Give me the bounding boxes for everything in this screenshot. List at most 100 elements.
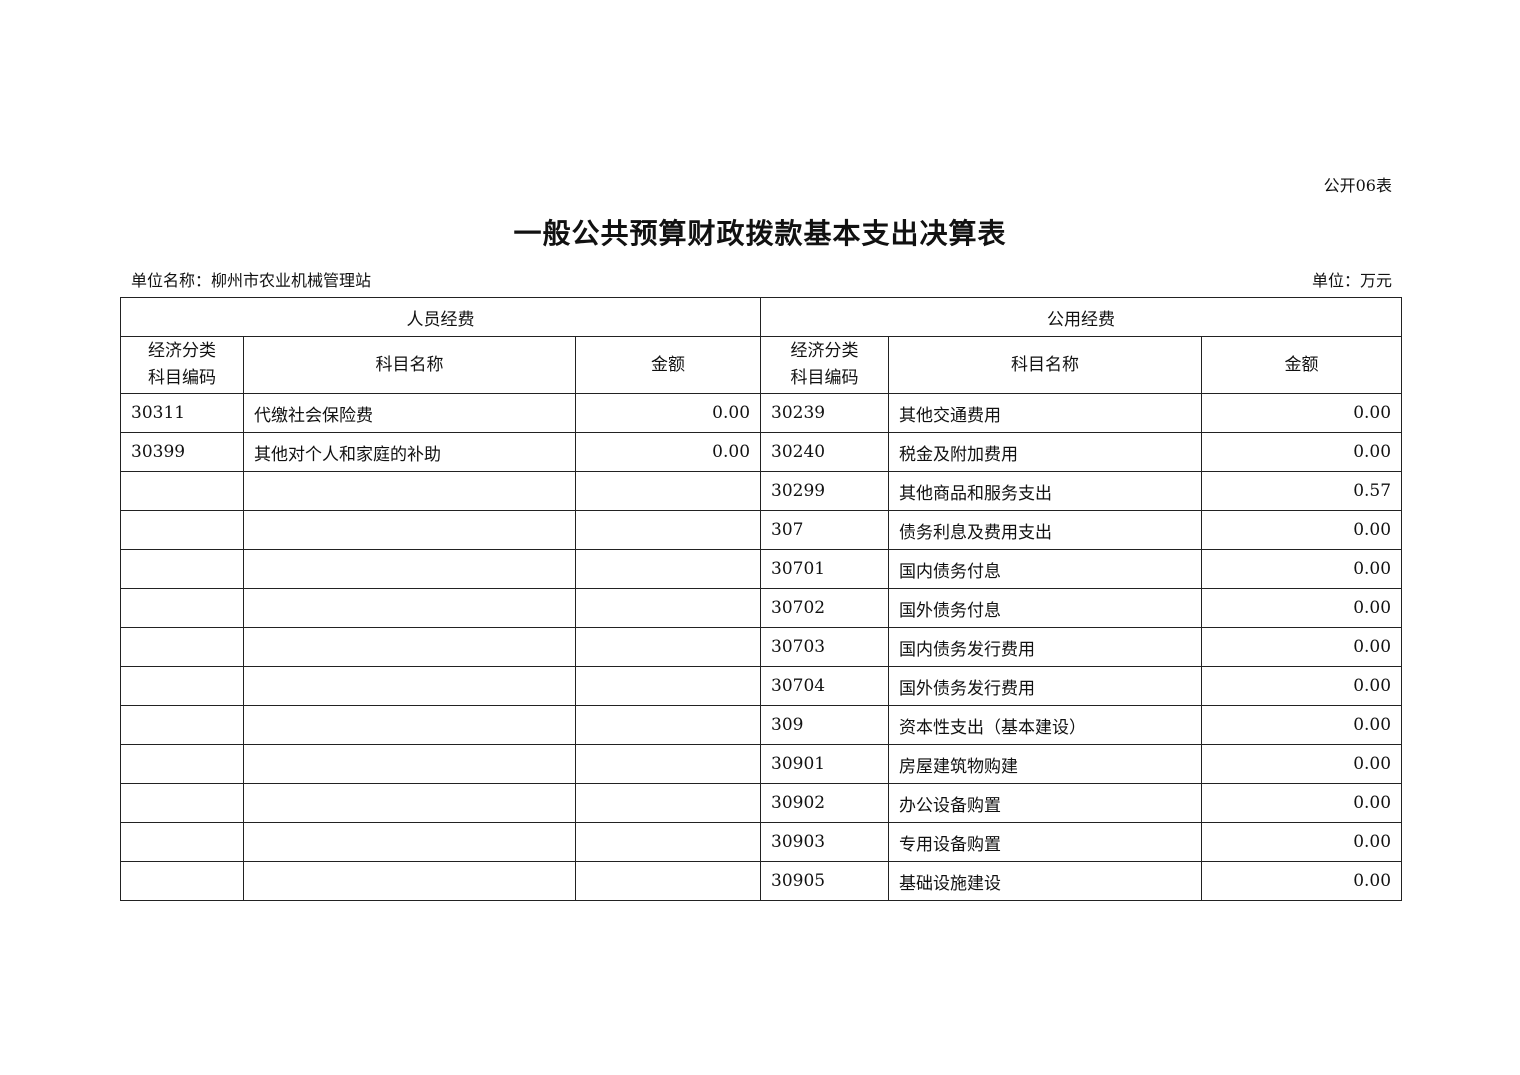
personnel-subject-name-cell bbox=[243, 471, 576, 511]
public-subject-name-cell: 税金及附加费用 bbox=[888, 432, 1203, 472]
personnel-code-cell bbox=[120, 822, 244, 862]
public-subject-name-cell: 房屋建筑物购建 bbox=[888, 744, 1203, 784]
personnel-subject-name-cell bbox=[243, 588, 576, 628]
table-row: 30901 房屋建筑物购建 0.00 bbox=[120, 744, 1403, 784]
public-amount-cell: 0.00 bbox=[1201, 588, 1403, 628]
personnel-subject-name-cell: 其他对个人和家庭的补助 bbox=[243, 432, 576, 472]
personnel-code-cell bbox=[120, 783, 244, 823]
personnel-amount-cell bbox=[574, 861, 762, 901]
expenditure-table: 人员经费 公用经费 经济分类 科目编码 科目名称 金额 经济分类 科目编码 科目名称 金额… bbox=[119, 297, 1403, 901]
public-code-cell: 30701 bbox=[760, 549, 890, 589]
public-subject-name-cell: 其他商品和服务支出 bbox=[888, 471, 1203, 511]
public-amount-header: 金额 bbox=[1201, 336, 1403, 394]
unit-name: 单位名称：柳州市农业机械管理站 bbox=[131, 271, 372, 290]
personnel-code-cell bbox=[120, 627, 244, 667]
public-amount-cell: 0.00 bbox=[1201, 783, 1403, 823]
table-row: 30399 其他对个人和家庭的补助 0.00 30240 税金及附加费用 0.00 bbox=[120, 432, 1403, 472]
personnel-subject-name-cell bbox=[243, 549, 576, 589]
public-code-cell: 30905 bbox=[760, 861, 890, 901]
public-amount-cell: 0.57 bbox=[1201, 471, 1403, 511]
personnel-expenses-header: 人员经费 bbox=[119, 297, 762, 337]
public-subject-name-cell: 资本性支出（基本建设） bbox=[888, 705, 1203, 745]
public-code-cell: 30240 bbox=[760, 432, 890, 472]
personnel-amount-cell bbox=[574, 744, 762, 784]
public-subject-name-cell: 专用设备购置 bbox=[888, 822, 1203, 862]
public-amount-cell: 0.00 bbox=[1201, 510, 1403, 550]
public-amount-cell: 0.00 bbox=[1201, 705, 1403, 745]
table-row: 30903 专用设备购置 0.00 bbox=[120, 822, 1403, 862]
personnel-subject-name-cell bbox=[243, 627, 576, 667]
personnel-amount-cell bbox=[574, 588, 762, 628]
table-row: 30702 国外债务付息 0.00 bbox=[120, 588, 1403, 628]
public-amount-cell: 0.00 bbox=[1201, 666, 1403, 706]
personnel-subject-name-cell bbox=[243, 861, 576, 901]
public-amount-cell: 0.00 bbox=[1201, 861, 1403, 901]
personnel-amount-cell bbox=[574, 705, 762, 745]
public-subject-name-cell: 基础设施建设 bbox=[888, 861, 1203, 901]
public-amount-cell: 0.00 bbox=[1201, 432, 1403, 472]
personnel-code-cell bbox=[120, 744, 244, 784]
table-row: 30311 代缴社会保险费 0.00 30239 其他交通费用 0.00 bbox=[120, 393, 1403, 433]
group-header-row: 人员经费 公用经费 bbox=[119, 297, 1403, 337]
public-code-header: 经济分类 科目编码 bbox=[760, 336, 890, 394]
public-amount-cell: 0.00 bbox=[1201, 744, 1403, 784]
table-row: 30299 其他商品和服务支出 0.57 bbox=[120, 471, 1403, 511]
public-subject-name-cell: 国内债务付息 bbox=[888, 549, 1203, 589]
table-row: 30905 基础设施建设 0.00 bbox=[120, 861, 1403, 901]
personnel-code-cell bbox=[120, 861, 244, 901]
public-subject-name-cell: 其他交通费用 bbox=[888, 393, 1203, 433]
personnel-amount-cell bbox=[574, 627, 762, 667]
personnel-code-cell: 30399 bbox=[120, 432, 244, 472]
public-expenses-header: 公用经费 bbox=[760, 297, 1403, 337]
personnel-code-cell bbox=[120, 588, 244, 628]
public-amount-cell: 0.00 bbox=[1201, 393, 1403, 433]
personnel-code-cell bbox=[120, 549, 244, 589]
public-code-cell: 30239 bbox=[760, 393, 890, 433]
public-code-cell: 309 bbox=[760, 705, 890, 745]
personnel-code-cell bbox=[120, 705, 244, 745]
public-amount-cell: 0.00 bbox=[1201, 822, 1403, 862]
table-row: 30902 办公设备购置 0.00 bbox=[120, 783, 1403, 823]
table-row: 307 债务利息及费用支出 0.00 bbox=[120, 510, 1403, 550]
personnel-subject-name-cell bbox=[243, 666, 576, 706]
public-code-cell: 30901 bbox=[760, 744, 890, 784]
personnel-amount-cell: 0.00 bbox=[574, 393, 762, 433]
table-row: 309 资本性支出（基本建设） 0.00 bbox=[120, 705, 1403, 745]
public-subject-name-cell: 国外债务付息 bbox=[888, 588, 1203, 628]
personnel-code-cell bbox=[120, 666, 244, 706]
public-subject-name-cell: 债务利息及费用支出 bbox=[888, 510, 1203, 550]
personnel-subject-name-cell bbox=[243, 705, 576, 745]
personnel-subject-name-cell bbox=[243, 744, 576, 784]
personnel-code-cell bbox=[120, 510, 244, 550]
public-code-cell: 30299 bbox=[760, 471, 890, 511]
personnel-subject-name-cell bbox=[243, 510, 576, 550]
public-code-cell: 30703 bbox=[760, 627, 890, 667]
personnel-amount-cell bbox=[574, 783, 762, 823]
personnel-amount-cell bbox=[574, 510, 762, 550]
public-subject-name-cell: 国内债务发行费用 bbox=[888, 627, 1203, 667]
public-code-cell: 307 bbox=[760, 510, 890, 550]
personnel-code-cell bbox=[120, 471, 244, 511]
form-number: 公开06表 bbox=[1323, 176, 1392, 195]
public-subject-name-cell: 国外债务发行费用 bbox=[888, 666, 1203, 706]
column-header-row: 经济分类 科目编码 科目名称 金额 经济分类 科目编码 科目名称 金额 bbox=[120, 336, 1403, 394]
personnel-amount-cell bbox=[574, 666, 762, 706]
personnel-code-cell: 30311 bbox=[120, 393, 244, 433]
public-code-cell: 30902 bbox=[760, 783, 890, 823]
personnel-amount-cell bbox=[574, 549, 762, 589]
public-subject-name-cell: 办公设备购置 bbox=[888, 783, 1203, 823]
personnel-amount-cell: 0.00 bbox=[574, 432, 762, 472]
personnel-subject-name-header: 科目名称 bbox=[243, 336, 576, 394]
personnel-subject-name-cell bbox=[243, 822, 576, 862]
public-amount-cell: 0.00 bbox=[1201, 549, 1403, 589]
public-subject-name-header: 科目名称 bbox=[888, 336, 1203, 394]
public-code-cell: 30903 bbox=[760, 822, 890, 862]
public-code-cell: 30704 bbox=[760, 666, 890, 706]
table-row: 30704 国外债务发行费用 0.00 bbox=[120, 666, 1403, 706]
public-code-cell: 30702 bbox=[760, 588, 890, 628]
personnel-amount-cell bbox=[574, 471, 762, 511]
personnel-subject-name-cell: 代缴社会保险费 bbox=[243, 393, 576, 433]
table-row: 30701 国内债务付息 0.00 bbox=[120, 549, 1403, 589]
personnel-code-header: 经济分类 科目编码 bbox=[120, 336, 244, 394]
page-title: 一般公共预算财政拨款基本支出决算表 bbox=[513, 217, 1007, 250]
